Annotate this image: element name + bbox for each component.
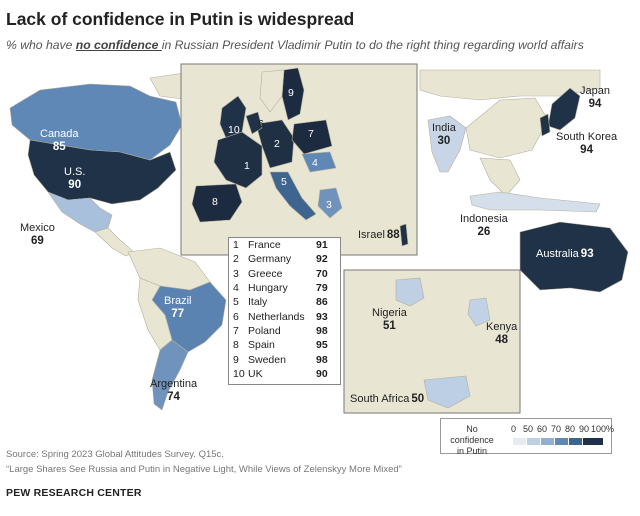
label-south-africa: South Africa 50 [350, 393, 425, 405]
europe-table-row: 9 Sweden 98 [233, 353, 328, 366]
spain-shape [191, 183, 243, 223]
europe-table-row: 2 Germany 92 [233, 253, 328, 266]
subtitle-prefix: % who have [6, 38, 76, 52]
legend-swatch [513, 438, 526, 445]
map-marker-netherlands: 6 [258, 118, 264, 130]
south-africa-shape [423, 375, 471, 409]
map-marker-spain: 8 [212, 196, 218, 208]
israel-shape [399, 223, 409, 247]
hungary-shape [301, 151, 337, 173]
map-marker-uk: 10 [228, 124, 240, 136]
europe-table-row: 10 UK 90 [233, 367, 328, 380]
europe-table-row: 6 Netherlands 93 [233, 310, 328, 323]
europe-table-row: 1 France 91 [233, 239, 328, 252]
norway-finland-shape [259, 69, 285, 113]
argentina-shape [151, 339, 189, 411]
se-asia-shape [479, 157, 521, 197]
map-marker-germany: 2 [274, 138, 280, 150]
legend-tick: 90 [579, 424, 590, 434]
label-nigeria: Nigeria 51 [372, 307, 407, 332]
us-shape [27, 139, 177, 205]
map-marker-greece: 3 [326, 199, 332, 211]
kenya-shape [467, 297, 491, 327]
legend-title: No confidence in Putin [450, 424, 494, 456]
india-shape [427, 115, 467, 173]
legend-tick: 100% [591, 424, 615, 434]
label-us: U.S. 90 [64, 166, 86, 191]
korea-shape [539, 113, 551, 137]
map-marker-hungary: 4 [312, 157, 318, 169]
legend-tick: 70 [551, 424, 562, 434]
netherlands-shape [245, 111, 263, 135]
label-argentina: Argentina 74 [150, 378, 198, 403]
label-india: India 30 [432, 122, 456, 147]
pew-logo-text: PEW RESEARCH CENTER [6, 487, 142, 499]
greece-shape [317, 187, 343, 219]
color-legend: No confidence in Putin 0 50 60 70 80 90 … [440, 418, 615, 456]
map-marker-italy: 5 [281, 176, 287, 188]
label-mexico: Mexico 69 [20, 222, 55, 247]
china-shape [465, 97, 549, 159]
label-south-korea: South Korea 94 [556, 131, 618, 156]
label-australia: Australia 93 [536, 248, 594, 260]
europe-table-row: 3 Greece 70 [233, 267, 328, 280]
europe-table-row: 8 Spain 95 [233, 339, 328, 352]
europe-table-row: 7 Poland 98 [233, 324, 328, 337]
page-title: Lack of confidence in Putin is widesprea… [6, 9, 355, 29]
poland-shape [291, 119, 333, 155]
indonesia-shape [469, 191, 601, 213]
label-indonesia: Indonesia 26 [460, 213, 508, 238]
europe-table-row: 5 Italy 86 [233, 296, 328, 309]
subtitle-suffix: in Russian President Vladimir Putin to d… [161, 38, 584, 52]
source-note: Source: Spring 2023 Global Attitudes Sur… [6, 449, 224, 460]
mexico-shape [47, 191, 113, 233]
legend-tick: 0 [511, 424, 517, 434]
france-shape [213, 131, 263, 189]
legend-tick: 50 [523, 424, 534, 434]
nigeria-shape [395, 277, 425, 307]
legend-swatch [583, 438, 603, 445]
label-japan: Japan 94 [580, 85, 610, 110]
page-subtitle: % who have no confidence in Russian Pres… [6, 38, 584, 52]
label-israel: Israel 88 [358, 229, 400, 241]
legend-tick: 60 [537, 424, 548, 434]
europe-table-row: 4 Hungary 79 [233, 282, 328, 295]
italy-shape [269, 171, 317, 221]
label-kenya: Kenya 48 [486, 321, 518, 346]
legend-tick: 80 [565, 424, 576, 434]
map-marker-sweden: 9 [288, 87, 294, 99]
legend-swatch [569, 438, 582, 445]
europe-table: 1 France 91 2 Germany 92 3 Greece 70 4 Hungary 7… [228, 237, 341, 385]
label-brazil: Brazil 77 [164, 295, 192, 320]
map-marker-poland: 7 [308, 128, 314, 140]
label-canada: Canada 85 [40, 128, 79, 153]
australia-shape [519, 221, 629, 293]
legend-swatch [541, 438, 554, 445]
legend-swatch [527, 438, 540, 445]
map-marker-france: 1 [244, 160, 250, 172]
germany-shape [255, 119, 295, 169]
report-title-note: “Large Shares See Russia and Putin in Ne… [6, 464, 402, 475]
legend-swatch [555, 438, 568, 445]
russia-asia-shape [419, 69, 601, 101]
subtitle-emphasis: no confidence [75, 38, 162, 52]
